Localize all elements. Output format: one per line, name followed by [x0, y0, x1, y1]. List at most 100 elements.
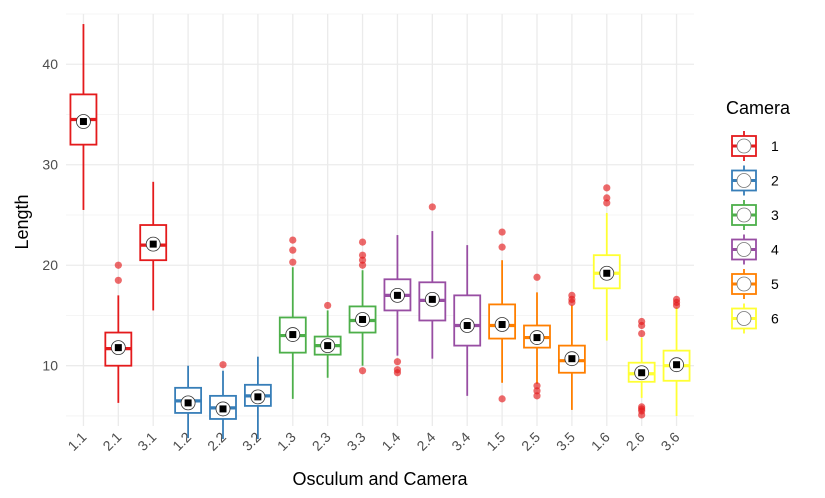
legend: Camera 1 2 3 4 5 6: [726, 98, 791, 334]
x-axis-title: Osculum and Camera: [292, 469, 468, 489]
x-tick-label: 1.4: [378, 429, 403, 454]
mean-point: [498, 321, 506, 329]
box-1.4: [383, 235, 412, 377]
outlier-point: [289, 236, 297, 244]
box-3.2: [243, 356, 272, 440]
legend-label: 6: [771, 311, 779, 327]
outlier-point: [289, 258, 297, 266]
x-tick-label: 3.2: [239, 429, 264, 454]
outlier-point: [358, 238, 367, 246]
outlier-point: [393, 358, 402, 366]
mean-point: [184, 399, 192, 407]
mean-point: [359, 315, 367, 323]
legend-key-circle: [736, 207, 752, 223]
box-3.3: [348, 238, 377, 375]
x-tick-label: 3.4: [448, 429, 473, 454]
outlier-point: [498, 228, 506, 236]
x-tick-label: 3.5: [553, 429, 578, 454]
box-2.5: [523, 273, 551, 400]
x-tick-label: 2.2: [204, 429, 229, 454]
x-tick-label: 2.1: [99, 429, 124, 454]
outlier-point: [358, 251, 367, 259]
box-2.3: [313, 301, 342, 378]
legend-label: 1: [771, 138, 779, 154]
x-axis: 1.1 2.1 3.1 1.2 2.2 3.2 1.3 2.3 3.3 1.4 2.4 3.4 1.5 2…: [64, 429, 682, 454]
outlier-point: [114, 276, 122, 284]
x-tick-label: 3.6: [658, 429, 683, 454]
box-3.5: [557, 291, 586, 410]
legend-item-4: 4: [731, 234, 779, 265]
x-tick-label: 1.1: [64, 429, 89, 454]
outlier-point: [358, 261, 367, 269]
outlier-point: [358, 367, 367, 375]
legend-item-1: 1: [731, 131, 779, 161]
legend-item-5: 5: [731, 269, 779, 299]
box-2.1: [104, 261, 133, 403]
mean-point: [219, 405, 227, 413]
y-tick-label: 10: [42, 358, 58, 374]
x-tick-label: 1.5: [483, 429, 508, 454]
box-2.4: [418, 203, 447, 359]
mean-point: [254, 393, 262, 401]
legend-label: 2: [771, 173, 779, 189]
outlier-point: [219, 361, 227, 369]
outlier-point: [568, 291, 576, 299]
mean-point: [428, 295, 436, 303]
y-axis: 10 20 30 40: [42, 56, 58, 373]
box-1.5: [488, 228, 517, 403]
x-tick-label: 1.3: [274, 429, 299, 454]
x-tick-label: 3.3: [344, 429, 369, 454]
legend-key-circle: [736, 276, 752, 292]
box-3.4: [453, 245, 482, 396]
legend-label: 4: [771, 242, 779, 258]
outlier-point: [638, 329, 646, 338]
outlier-point: [114, 261, 122, 269]
legend-key-circle: [736, 311, 752, 326]
mean-point: [568, 355, 576, 363]
x-tick-label: 2.5: [518, 429, 543, 454]
outlier-point: [638, 317, 646, 326]
box-1.2: [174, 365, 203, 439]
x-tick-label: 1.2: [169, 429, 194, 454]
box-1.6: [592, 184, 621, 341]
mean-point: [463, 322, 471, 330]
box-3.6: [662, 295, 691, 416]
outlier-point: [672, 295, 681, 303]
mean-point: [289, 331, 297, 339]
mean-point: [533, 334, 541, 342]
legend-item-6: 6: [731, 303, 779, 334]
mean-point: [114, 344, 122, 352]
legend-item-3: 3: [731, 200, 779, 230]
outlier-point: [638, 403, 646, 411]
mean-point: [324, 342, 332, 350]
boxplot-series: [69, 24, 691, 440]
outlier-point: [533, 392, 541, 400]
legend-key-circle: [736, 242, 752, 257]
box-3.1: [139, 181, 168, 311]
legend-label: 3: [771, 207, 779, 223]
box-2.2: [209, 361, 237, 440]
y-axis-title: Length: [12, 194, 32, 249]
outlier-point: [603, 199, 611, 207]
outlier-point: [498, 243, 506, 251]
outlier-point: [428, 203, 436, 211]
outlier-point: [533, 382, 541, 390]
legend-key-circle: [736, 138, 752, 154]
legend-key-circle: [736, 173, 752, 188]
y-tick-label: 20: [42, 257, 58, 273]
mean-point: [638, 369, 646, 377]
outlier-point: [603, 194, 611, 202]
y-tick-label: 30: [42, 157, 58, 173]
mean-point: [673, 361, 681, 369]
x-tick-label: 2.3: [309, 429, 334, 454]
outlier-point: [533, 387, 541, 395]
box-1.1: [69, 24, 98, 210]
box-2.6: [627, 317, 656, 419]
mean-point: [79, 118, 87, 126]
legend-title: Camera: [726, 98, 791, 118]
outlier-point: [498, 395, 506, 403]
x-tick-label: 3.1: [134, 429, 159, 454]
y-tick-label: 40: [42, 56, 58, 72]
x-tick-label: 2.6: [623, 429, 648, 454]
